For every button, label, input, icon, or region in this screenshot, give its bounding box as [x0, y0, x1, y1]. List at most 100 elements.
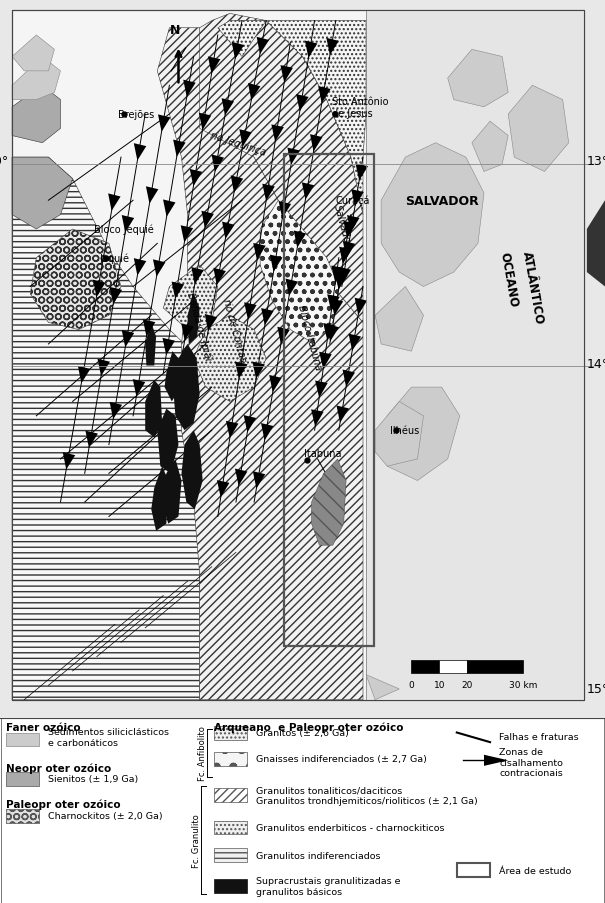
- Text: ATLÂNTICO: ATLÂNTICO: [520, 249, 545, 325]
- Polygon shape: [261, 424, 273, 441]
- Polygon shape: [173, 140, 186, 158]
- Polygon shape: [263, 184, 275, 201]
- Polygon shape: [310, 135, 322, 153]
- Text: Granitos (± 2,6 Ga): Granitos (± 2,6 Ga): [256, 729, 349, 738]
- Polygon shape: [157, 409, 178, 474]
- Text: Itabuna: Itabuna: [304, 449, 341, 459]
- Polygon shape: [153, 260, 165, 277]
- Polygon shape: [199, 114, 211, 131]
- Bar: [6, 772, 39, 787]
- Polygon shape: [235, 362, 247, 379]
- Polygon shape: [335, 274, 347, 291]
- Polygon shape: [134, 144, 146, 162]
- Polygon shape: [331, 299, 343, 316]
- Polygon shape: [157, 29, 363, 700]
- Polygon shape: [332, 266, 344, 284]
- Text: Supracrustais granulitizadas e
granulitos básicos: Supracrustais granulitizadas e granulito…: [256, 876, 401, 896]
- Polygon shape: [244, 303, 257, 321]
- Polygon shape: [336, 406, 349, 424]
- Bar: [457, 863, 490, 877]
- Polygon shape: [108, 194, 120, 211]
- Text: Sedimentos siliciclásticos
e carbonáticos: Sedimentos siliciclásticos e carbonático…: [48, 728, 169, 747]
- Polygon shape: [327, 295, 340, 312]
- Polygon shape: [319, 352, 332, 369]
- Polygon shape: [12, 86, 60, 144]
- Polygon shape: [97, 359, 110, 377]
- Polygon shape: [323, 323, 336, 340]
- Polygon shape: [248, 84, 260, 101]
- Polygon shape: [201, 211, 214, 228]
- Polygon shape: [110, 403, 122, 420]
- Polygon shape: [12, 158, 200, 700]
- Text: Jequié: Jequié: [100, 253, 130, 264]
- Polygon shape: [158, 116, 171, 133]
- Polygon shape: [231, 176, 243, 193]
- Text: 39°: 39°: [355, 0, 377, 2]
- Polygon shape: [12, 158, 73, 229]
- Bar: [439, 660, 467, 674]
- Polygon shape: [356, 164, 368, 182]
- Polygon shape: [375, 402, 424, 467]
- Bar: [214, 788, 247, 802]
- Polygon shape: [343, 242, 355, 259]
- Polygon shape: [222, 222, 235, 239]
- Polygon shape: [587, 201, 605, 287]
- Polygon shape: [122, 330, 134, 348]
- Polygon shape: [269, 376, 282, 393]
- Polygon shape: [208, 57, 220, 75]
- Polygon shape: [305, 42, 318, 59]
- Text: Granulitos tonaliticos/daciticos
Granulitos trondhjemiticos/rioliticos (± 2,1 Ga: Granulitos tonaliticos/daciticos Granuli…: [256, 786, 478, 805]
- Polygon shape: [212, 155, 224, 172]
- Polygon shape: [257, 38, 269, 55]
- Text: Área de estudo: Área de estudo: [499, 866, 571, 874]
- Polygon shape: [183, 80, 195, 98]
- Polygon shape: [151, 467, 168, 531]
- Polygon shape: [315, 381, 328, 398]
- Text: 30 km: 30 km: [509, 681, 537, 690]
- Text: Arqueano  e Paleopr oter ozóico: Arqueano e Paleopr oter ozóico: [214, 721, 403, 732]
- Polygon shape: [145, 323, 156, 366]
- Text: Neopr oter ozóico: Neopr oter ozóico: [6, 762, 111, 773]
- Polygon shape: [287, 148, 300, 166]
- Text: 14°: 14°: [587, 358, 605, 370]
- Text: Paleopr oter ozóico: Paleopr oter ozóico: [6, 798, 120, 809]
- Polygon shape: [448, 51, 508, 107]
- Polygon shape: [162, 460, 182, 524]
- Polygon shape: [355, 298, 367, 316]
- Text: 13°: 13°: [587, 155, 605, 168]
- Polygon shape: [260, 201, 339, 345]
- Bar: [411, 660, 439, 674]
- Text: Charnockitos (± 2,0 Ga): Charnockitos (± 2,0 Ga): [48, 812, 163, 821]
- Polygon shape: [218, 22, 266, 58]
- Polygon shape: [232, 42, 244, 61]
- Polygon shape: [145, 380, 162, 438]
- Polygon shape: [375, 287, 424, 352]
- Text: Granulitos indiferenciados: Granulitos indiferenciados: [256, 851, 381, 860]
- Polygon shape: [214, 268, 226, 286]
- Text: Faner ozóico: Faner ozóico: [6, 722, 80, 732]
- Polygon shape: [296, 95, 309, 112]
- Polygon shape: [93, 280, 105, 298]
- Polygon shape: [261, 309, 273, 326]
- Text: Banda de Ipiái: Banda de Ipiái: [185, 292, 213, 362]
- Polygon shape: [279, 202, 291, 219]
- Polygon shape: [318, 87, 331, 104]
- Polygon shape: [472, 122, 508, 172]
- Polygon shape: [270, 256, 283, 273]
- Polygon shape: [200, 14, 363, 323]
- Bar: [6, 732, 39, 747]
- Text: N: N: [170, 24, 181, 37]
- Text: Gnaisses indiferenciados (± 2,7 Ga): Gnaisses indiferenciados (± 2,7 Ga): [256, 755, 427, 764]
- Polygon shape: [181, 226, 193, 243]
- Polygon shape: [182, 431, 203, 509]
- Polygon shape: [348, 334, 361, 351]
- Polygon shape: [122, 216, 134, 233]
- Polygon shape: [217, 480, 229, 498]
- Polygon shape: [286, 279, 298, 296]
- Text: Curaçá: Curaçá: [336, 196, 370, 206]
- Polygon shape: [163, 265, 218, 330]
- Polygon shape: [252, 362, 265, 379]
- Polygon shape: [63, 452, 75, 470]
- Polygon shape: [143, 320, 155, 337]
- Polygon shape: [30, 229, 121, 330]
